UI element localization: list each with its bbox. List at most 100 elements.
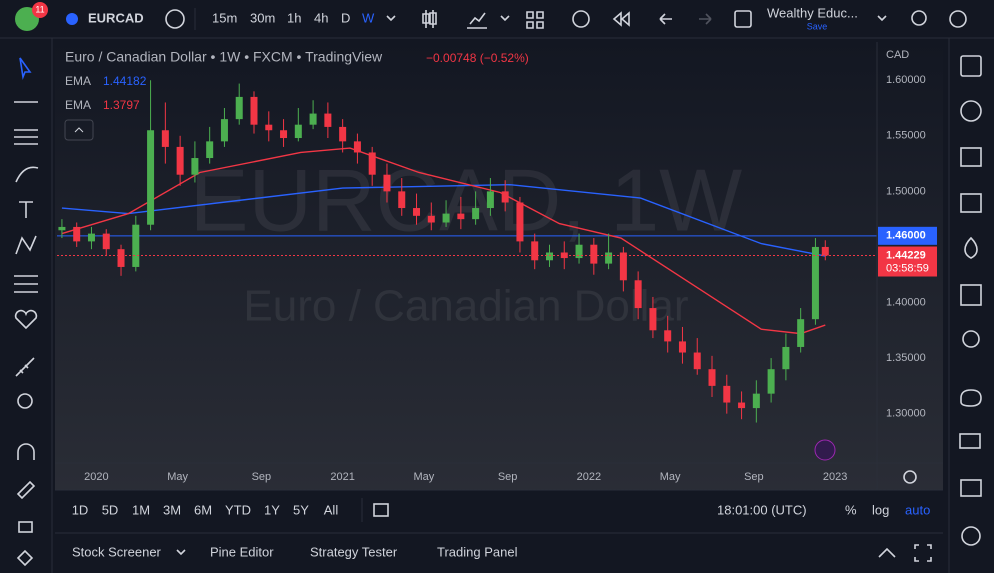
date-range[interactable] [373,503,389,517]
candle-body [821,246,829,256]
y-tick-label: 1.35000 [886,352,926,364]
range-button[interactable]: 1Y [264,502,280,517]
news[interactable] [960,147,982,167]
add-symbol[interactable] [165,9,185,29]
candle-body [723,385,731,403]
range-button[interactable]: 5D [102,502,119,517]
interval[interactable]: 1h [287,10,301,25]
range-button[interactable]: All [324,502,339,517]
fib-tool[interactable] [14,129,38,145]
magnet-tool[interactable] [17,443,35,460]
symbol-flag [66,13,78,25]
settings[interactable] [949,10,967,28]
streams[interactable] [960,389,982,407]
plot: EURCAD, 1W Euro / Canadian Dollar [57,80,877,423]
x-tick-label: Sep [744,471,764,483]
hotlists[interactable] [964,236,978,259]
lock-tool[interactable] [18,521,33,533]
range-button[interactable]: YTD [225,502,251,517]
panel-tab[interactable]: Pine Editor [210,544,274,559]
panel-tab[interactable]: Strategy Tester [310,544,398,559]
events-marker[interactable] [814,439,836,461]
ideas[interactable] [962,330,980,348]
layouts[interactable] [526,11,544,29]
save[interactable]: Save [807,21,828,31]
chart-title: Euro / Canadian Dollar • 1W • FXCM • Tra… [65,49,383,65]
range-button[interactable]: 1M [132,502,150,517]
stay-drawing[interactable] [16,480,36,500]
indicators[interactable] [467,12,487,29]
range-button[interactable]: 3M [163,502,181,517]
y-tick-label: 1.60000 [886,74,926,86]
range-button[interactable]: 5Y [293,502,309,517]
badge [32,2,48,18]
chart-background [55,42,943,490]
candle-body [649,308,657,331]
hide-tool[interactable] [16,549,34,567]
indicators-menu[interactable] [500,15,510,22]
interval[interactable]: 4h [314,10,328,25]
measure-tool[interactable] [15,357,35,377]
candle-body [383,174,391,192]
range-button[interactable]: 1D [72,502,89,517]
zoom-tool[interactable] [17,393,33,409]
interval[interactable]: 30m [250,10,275,25]
x-tick-label: 2020 [84,471,108,483]
percent-toggle[interactable]: % [845,502,857,517]
clock[interactable]: 18:01:00 (UTC) [717,502,807,517]
watchlist[interactable] [960,55,982,77]
candle-body [294,124,302,139]
y-tick-label: 1.55000 [886,130,926,142]
candle-body [605,252,613,264]
candle-body [265,124,273,131]
countdown: 03:58:59 [886,262,929,274]
candle-body [353,141,361,153]
fullscreen[interactable] [734,10,752,28]
interval-menu[interactable] [386,15,396,22]
log-toggle[interactable]: log [872,502,889,517]
help[interactable] [961,526,981,546]
icons-tool[interactable] [14,309,38,330]
search[interactable] [911,10,927,26]
range-button[interactable]: 6M [194,502,212,517]
forecast-tool[interactable] [14,275,38,293]
alerts[interactable] [960,100,982,122]
legend-value: 1.3797 [103,98,140,112]
undo[interactable] [659,13,672,25]
symbol[interactable]: EURCAD [88,10,144,25]
cursor-tool[interactable] [19,57,32,80]
candle-body [797,319,805,347]
panel-tab[interactable]: Trading Panel [437,544,518,559]
maximize-panel[interactable] [914,544,932,562]
legend-name[interactable]: EMA [65,74,91,88]
legend-collapse[interactable] [64,119,94,141]
interval[interactable]: D [341,10,350,25]
layout-menu[interactable] [877,15,887,22]
layout-name[interactable]: Wealthy Educ... [767,5,858,20]
notifications[interactable] [960,479,982,497]
interval[interactable]: W [362,10,375,25]
legend-collapse-icon[interactable] [74,127,84,133]
badge-count: 11 [35,4,44,14]
chart-type[interactable] [422,10,437,28]
panel-tab[interactable]: Stock Screener [72,544,162,559]
candle-body [117,249,125,267]
x-tick-label: May [414,471,435,483]
alert[interactable] [572,10,590,28]
panel-tab-menu[interactable] [176,549,186,556]
collapse-panel[interactable] [878,547,896,558]
data-window[interactable] [960,193,982,213]
brush-tool[interactable] [15,166,39,183]
replay[interactable] [612,11,630,27]
legend-name[interactable]: EMA [65,98,91,112]
calendar[interactable] [960,284,982,306]
auto-toggle[interactable]: auto [905,502,930,517]
chats[interactable] [959,433,981,449]
y-tick-label: 1.30000 [886,408,926,420]
pattern-tool[interactable] [15,235,37,255]
candle-body [191,158,199,175]
text-tool[interactable] [19,201,33,218]
chart-settings[interactable] [903,470,917,484]
interval[interactable]: 15m [212,10,237,25]
